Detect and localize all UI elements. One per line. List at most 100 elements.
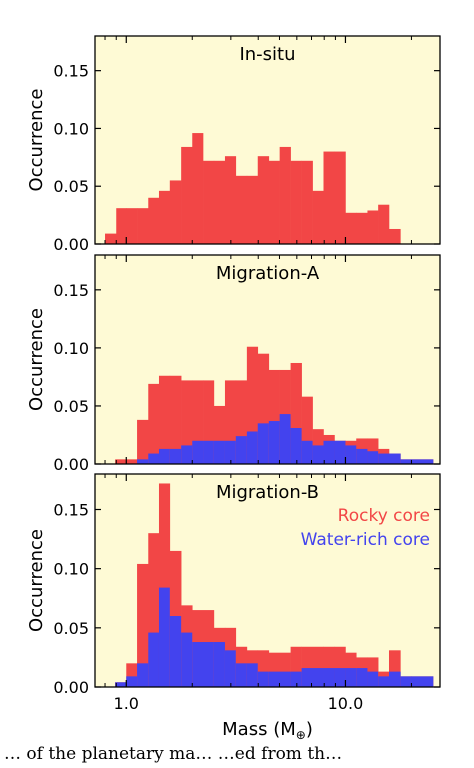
bar-water — [334, 668, 346, 687]
bar-water — [301, 440, 313, 464]
y-axis-title: Occurrence — [26, 308, 47, 411]
bar-rocky — [137, 419, 149, 464]
bar-water — [290, 671, 302, 687]
bar-rocky — [279, 146, 291, 244]
bar-water — [181, 632, 193, 687]
histogram-figure: 0.000.050.100.15In-situOccurrence0.000.0… — [26, 35, 441, 742]
bar-rocky — [312, 190, 324, 244]
y-axis-title: Occurrence — [26, 529, 47, 632]
bar-rocky — [137, 563, 149, 687]
panel-title: Migration-B — [216, 482, 319, 503]
bar-rocky — [367, 210, 379, 244]
y-axis-title: Occurrence — [26, 89, 47, 192]
bar-water — [192, 440, 204, 464]
bar-water — [213, 440, 226, 464]
legend-entry: Rocky core — [338, 506, 430, 526]
bar-water — [400, 459, 412, 464]
bar-water — [378, 676, 390, 687]
bar-rocky — [356, 212, 368, 244]
bar-rocky — [148, 197, 160, 244]
bar-rocky — [224, 380, 237, 464]
bar-rocky — [158, 190, 171, 244]
x-tick-label: 1.0 — [114, 694, 139, 713]
bar-water — [192, 642, 215, 687]
bar-water — [301, 668, 324, 687]
bar-water — [213, 642, 226, 687]
bar-water — [356, 668, 368, 687]
bar-rocky — [169, 180, 182, 244]
bar-rocky — [246, 175, 259, 244]
panel-0: 0.00 0.05 0.10 0.15 In-situ Occurrence — [26, 35, 441, 254]
bar-rocky — [105, 233, 117, 244]
bar-water — [367, 671, 379, 687]
panel-title: Migration-A — [216, 263, 320, 284]
bar-rocky — [192, 133, 204, 244]
y-tick-label: 0.10 — [53, 339, 89, 358]
bar-water — [388, 671, 401, 687]
bar-water — [378, 453, 390, 464]
x-axis-tick-labels: 1.0 10.0 — [114, 694, 364, 713]
bar-rocky — [203, 380, 215, 464]
bar-rocky — [290, 160, 302, 244]
legend: Rocky core Water-rich core — [301, 506, 430, 550]
bar-water — [290, 428, 302, 464]
panel-title: In-situ — [239, 44, 295, 65]
bar-water — [246, 663, 259, 687]
y-tick-label: 0.05 — [53, 397, 89, 416]
bar-rocky — [158, 483, 171, 687]
bar-water — [169, 616, 182, 687]
bar-water — [235, 436, 248, 464]
bar-water — [279, 414, 291, 464]
bar-water — [148, 632, 160, 687]
bar-rocky — [268, 160, 280, 244]
bar-water — [345, 445, 357, 464]
bar-water — [410, 459, 434, 464]
bar-rocky — [301, 160, 313, 244]
bar-water — [410, 676, 434, 687]
bar-water — [257, 423, 270, 464]
bar-rocky — [290, 362, 302, 464]
bar-water — [158, 587, 171, 687]
bar-rocky — [235, 175, 248, 244]
bar-water — [224, 650, 237, 687]
y-tick-label: 0.00 — [53, 455, 89, 474]
plot-frame — [94, 473, 441, 688]
bar-rocky — [246, 346, 259, 464]
bar-water — [137, 459, 149, 464]
bar-water — [323, 440, 335, 464]
bar-water — [246, 431, 259, 464]
panel-1: 0.00 0.05 0.10 0.15 Migration-A Occurrence — [26, 254, 441, 474]
bar-water — [388, 453, 401, 464]
bar-rocky — [345, 212, 357, 244]
bar-water — [356, 448, 368, 464]
plot-frame — [94, 254, 441, 465]
y-tick-label: 0.05 — [53, 177, 89, 196]
bar-water — [268, 671, 291, 687]
figure-caption: … of the planetary ma… …ed from th… — [4, 744, 343, 764]
legend-entry: Water-rich core — [301, 530, 430, 550]
bar-water — [148, 453, 160, 464]
bar-rocky — [116, 208, 127, 244]
bar-water — [235, 663, 248, 687]
bar-rocky — [203, 160, 215, 244]
panel-2: 0.00 0.05 0.10 0.15 Migration-B Occurrence — [26, 473, 441, 697]
y-tick-label: 0.10 — [53, 119, 89, 138]
bar-water — [203, 440, 215, 464]
y-tick-label: 0.05 — [53, 619, 89, 638]
x-axis-title-main: Mass (M — [222, 719, 296, 740]
bar-rocky — [169, 375, 182, 464]
bar-water — [400, 676, 412, 687]
bar-water — [224, 440, 237, 464]
bar-rocky — [137, 208, 149, 244]
bar-rocky — [148, 383, 160, 464]
bar-rocky — [323, 646, 335, 687]
bar-rocky — [301, 396, 313, 464]
panels-group: 0.000.050.100.15In-situOccurrence0.000.0… — [26, 35, 441, 697]
bar-water — [126, 676, 138, 687]
bar-rocky — [213, 160, 226, 244]
bar-rocky — [213, 405, 226, 464]
bar-rocky — [334, 151, 346, 244]
y-tick-label: 0.15 — [53, 281, 89, 300]
bar-water — [181, 445, 193, 464]
bar-water — [345, 668, 357, 687]
